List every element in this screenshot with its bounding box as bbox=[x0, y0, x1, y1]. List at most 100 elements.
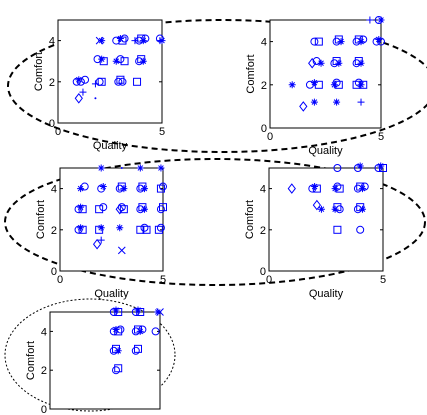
x-axis-label: Quality bbox=[93, 140, 128, 152]
data-point bbox=[115, 203, 124, 215]
data-point bbox=[114, 77, 123, 86]
y-tick-label: 0 bbox=[49, 118, 55, 130]
data-point bbox=[356, 203, 365, 212]
data-point bbox=[356, 162, 364, 170]
data-point bbox=[305, 80, 314, 89]
data-point bbox=[157, 164, 165, 172]
x-tick-label: 0 bbox=[57, 274, 63, 286]
data-point bbox=[116, 75, 125, 84]
data-point bbox=[114, 364, 123, 373]
data-point bbox=[354, 57, 363, 66]
data-point bbox=[141, 34, 150, 43]
y-tick-label: 2 bbox=[51, 225, 57, 237]
data-point bbox=[332, 57, 341, 66]
data-point bbox=[331, 185, 339, 193]
data-point bbox=[314, 80, 323, 89]
group-ellipse-top bbox=[7, 19, 427, 153]
data-point bbox=[335, 184, 344, 193]
data-point bbox=[357, 38, 365, 46]
data-point bbox=[99, 57, 108, 66]
data-point bbox=[333, 225, 342, 234]
data-point bbox=[154, 308, 162, 316]
data-point bbox=[78, 205, 87, 214]
data-point bbox=[77, 185, 85, 193]
x-axis-label: Quality bbox=[94, 288, 129, 300]
data-point bbox=[374, 16, 383, 24]
y-axis-label: Comfort bbox=[244, 200, 256, 239]
data-point bbox=[360, 182, 369, 191]
data-point bbox=[333, 182, 342, 191]
y-tick-label: 0 bbox=[51, 266, 57, 278]
data-point bbox=[377, 37, 385, 46]
data-point bbox=[354, 35, 363, 44]
data-point bbox=[288, 81, 296, 89]
data-point bbox=[357, 59, 365, 67]
data-point bbox=[91, 80, 99, 88]
data-point bbox=[366, 16, 374, 24]
data-point bbox=[312, 184, 321, 193]
data-point bbox=[159, 182, 167, 191]
data-point bbox=[358, 185, 366, 193]
y-tick-label: 0 bbox=[261, 123, 267, 135]
data-point bbox=[312, 199, 322, 211]
data-point bbox=[317, 205, 325, 213]
data-point bbox=[79, 88, 87, 96]
data-point bbox=[287, 183, 296, 194]
x-tick-label: 5 bbox=[378, 131, 384, 143]
data-point bbox=[308, 57, 317, 69]
data-point bbox=[134, 344, 142, 353]
data-point bbox=[112, 306, 120, 314]
data-point bbox=[156, 205, 165, 214]
data-point bbox=[335, 205, 344, 214]
y-tick-label: 4 bbox=[49, 36, 55, 48]
data-point bbox=[133, 77, 142, 86]
data-point bbox=[118, 36, 127, 45]
data-point bbox=[156, 184, 165, 193]
data-point bbox=[120, 185, 128, 193]
y-tick-label: 4 bbox=[261, 37, 267, 49]
data-point bbox=[139, 37, 147, 45]
y-axis-label: Comfort bbox=[245, 54, 257, 93]
y-tick-label: 4 bbox=[41, 326, 47, 338]
x-tick-label: 5 bbox=[160, 274, 166, 286]
data-point bbox=[331, 205, 339, 213]
data-point bbox=[374, 164, 383, 172]
y-axis-label: Comfort bbox=[25, 341, 37, 380]
data-point bbox=[136, 225, 145, 234]
x-axis-label: Quality bbox=[308, 145, 343, 157]
data-point bbox=[379, 164, 387, 172]
data-point bbox=[334, 35, 343, 44]
data-point bbox=[98, 37, 106, 45]
panel-5: 0 2 4 Comfort bbox=[25, 306, 164, 415]
data-point bbox=[314, 37, 323, 46]
panel-1: 0 2 4 0 5 Quality Comfort bbox=[33, 19, 166, 152]
data-point bbox=[138, 325, 147, 334]
data-point bbox=[140, 185, 148, 193]
data-point bbox=[97, 77, 106, 86]
data-point bbox=[112, 366, 120, 375]
data-point bbox=[139, 57, 147, 65]
data-point bbox=[76, 77, 85, 86]
y-axis-label: Comfort bbox=[35, 200, 47, 239]
data-point bbox=[99, 183, 107, 191]
y-tick-label: 2 bbox=[49, 77, 55, 89]
y-tick-label: 2 bbox=[261, 80, 267, 92]
data-point bbox=[333, 203, 342, 212]
data-point bbox=[142, 225, 151, 234]
data-point bbox=[95, 225, 104, 234]
data-point bbox=[357, 98, 365, 106]
data-point bbox=[375, 35, 383, 43]
data-point bbox=[312, 57, 321, 66]
data-point bbox=[156, 37, 164, 45]
panel-2: 0 2 4 0 5 Quality Comfort bbox=[245, 16, 385, 157]
data-point bbox=[99, 203, 108, 212]
data-point bbox=[377, 16, 385, 24]
data-point bbox=[330, 81, 338, 89]
data-point bbox=[358, 205, 366, 213]
data-point bbox=[80, 182, 89, 191]
data-point bbox=[136, 164, 144, 172]
data-point bbox=[97, 236, 105, 244]
data-point bbox=[332, 78, 341, 87]
y-tick-label: 0 bbox=[260, 266, 266, 278]
data-point bbox=[337, 38, 345, 46]
